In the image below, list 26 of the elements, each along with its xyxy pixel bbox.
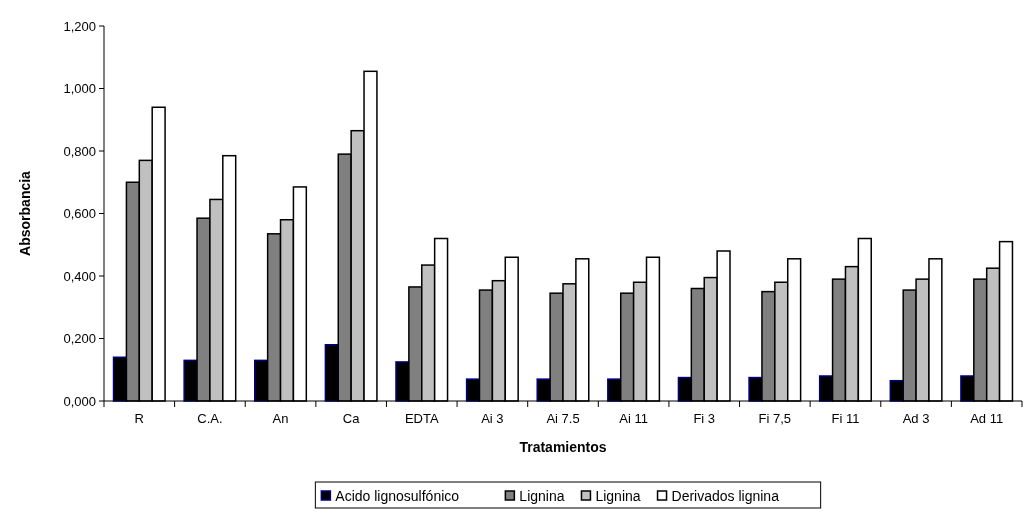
x-tick-label: Ca <box>342 411 361 426</box>
x-tick-label: Ai 11 <box>619 411 648 426</box>
x-tick-label: An <box>272 411 289 426</box>
y-tick-label: 0,800 <box>63 143 96 159</box>
y-tick-label: 0,600 <box>63 206 96 222</box>
y-tick-label: 1,000 <box>63 81 96 97</box>
legend-label: Derivados lignina <box>671 487 780 504</box>
y-tick-label: 0,400 <box>63 268 96 284</box>
x-tick-label: R <box>134 411 144 426</box>
legend-label: Lignina <box>595 487 641 504</box>
y-tick-label: 0,200 <box>63 331 96 347</box>
x-axis-title: Tratamientos <box>519 439 607 455</box>
x-tick-label: EDTA <box>404 411 439 426</box>
y-axis-title: Absorbancia <box>17 170 33 256</box>
y-tick-label: 1,200 <box>63 18 96 34</box>
x-tick-label: Ad 3 <box>902 411 930 426</box>
x-tick-label: Fi 7,5 <box>758 411 792 426</box>
x-tick-label: Ai 3 <box>481 411 504 426</box>
x-tick-label: Ai 7.5 <box>546 411 580 426</box>
legend-label: Acido lignosulfónico <box>335 487 460 504</box>
x-tick-label: Fi 3 <box>693 411 716 426</box>
x-tick-label: C.A. <box>197 411 223 426</box>
x-tick-label: Ad 11 <box>970 411 1004 426</box>
x-tick-label: Fi 11 <box>831 411 860 426</box>
legend-label: Lignina <box>519 487 565 504</box>
y-tick-label: 0,000 <box>63 393 96 409</box>
